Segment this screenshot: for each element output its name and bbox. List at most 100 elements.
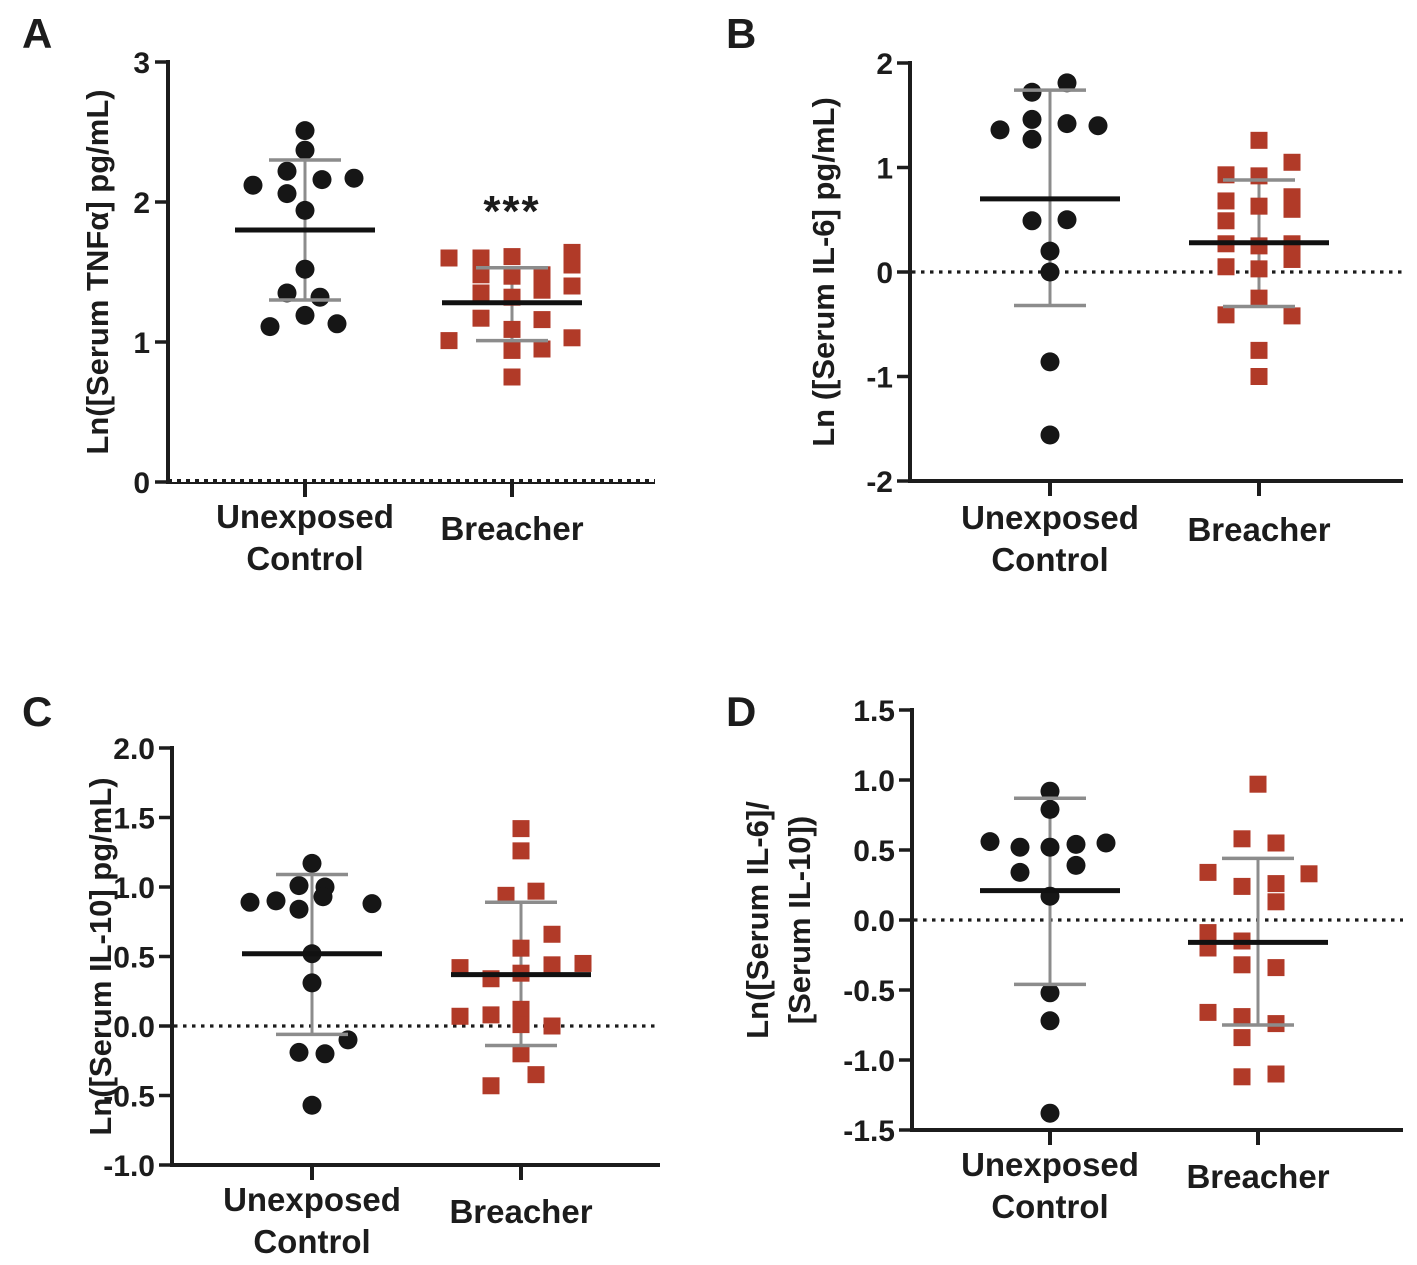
data-point: [543, 956, 561, 974]
data-point: [240, 892, 260, 912]
y-tick-label: 1.5: [853, 695, 895, 728]
y-tick-label: -1.0: [103, 1150, 155, 1183]
data-point: [1233, 1068, 1251, 1086]
data-point: [344, 168, 364, 188]
data-point: [482, 1077, 500, 1095]
category-label-unexposed-control: Control: [991, 1188, 1108, 1225]
data-point: [1267, 959, 1285, 977]
y-axis-title: [Serum IL-10]): [782, 816, 817, 1024]
category-label-unexposed-control: Unexposed: [961, 499, 1139, 536]
data-point: [266, 891, 286, 911]
data-point: [295, 305, 315, 325]
data-point: [1057, 210, 1077, 230]
data-point: [362, 894, 382, 914]
y-tick-label: 2: [133, 187, 150, 220]
y-tick-label: 2: [876, 48, 893, 81]
y-tick-label: 0.0: [853, 905, 895, 938]
data-point: [533, 340, 551, 358]
data-point: [295, 140, 315, 160]
data-point: [980, 832, 1000, 852]
data-point: [1250, 368, 1268, 385]
data-point: [440, 332, 458, 350]
y-tick-label: -1: [866, 362, 893, 395]
data-point: [472, 249, 490, 267]
data-point: [1040, 425, 1060, 445]
data-point: [1283, 250, 1301, 268]
data-point: [1199, 924, 1217, 942]
data-point: [482, 1006, 500, 1024]
data-point: [1040, 781, 1060, 801]
data-point: [543, 1017, 561, 1035]
data-point: [503, 248, 521, 266]
data-point: [512, 1000, 530, 1018]
data-point: [289, 876, 309, 896]
data-point: [277, 161, 297, 181]
panel-A: A Ln([Serum TNFα] pg/mL) 3 2 1 0 Unexposed Cont…: [22, 10, 655, 577]
data-point: [289, 899, 309, 919]
data-point: [1022, 129, 1042, 149]
data-point: [1040, 262, 1060, 282]
panel-letter: D: [726, 688, 756, 735]
data-point: [1199, 1003, 1217, 1021]
y-tick-label: -2: [866, 466, 893, 499]
data-point: [512, 820, 530, 838]
data-point: [1088, 116, 1108, 136]
data-point: [1250, 237, 1268, 255]
y-tick-label: 0: [876, 257, 893, 290]
data-point: [1040, 1011, 1060, 1031]
data-point: [313, 887, 333, 907]
data-point: [472, 284, 490, 302]
data-point: [1233, 1008, 1251, 1026]
data-point: [243, 175, 263, 195]
y-tick-label: 1: [876, 153, 893, 186]
data-point: [543, 925, 561, 943]
data-point: [1233, 830, 1251, 848]
data-point: [1022, 82, 1042, 102]
data-point: [1233, 1029, 1251, 1047]
data-point: [302, 973, 322, 993]
y-tick-label: 1.0: [113, 872, 155, 905]
data-point: [451, 959, 469, 977]
data-point: [1249, 775, 1267, 793]
data-point: [1250, 131, 1268, 149]
data-point: [1040, 983, 1060, 1003]
data-point: [990, 120, 1010, 140]
category-label-breacher: Breacher: [440, 510, 583, 547]
data-point: [503, 267, 521, 285]
y-tick-label: 1.5: [113, 803, 155, 836]
data-point: [1022, 109, 1042, 129]
data-point: [533, 311, 551, 329]
data-point: [1267, 834, 1285, 852]
data-point: [1250, 167, 1268, 185]
y-tick-label: -1.0: [843, 1045, 895, 1078]
data-point: [472, 309, 490, 327]
category-label-unexposed-control: Control: [246, 540, 363, 577]
data-point: [1022, 211, 1042, 231]
data-point: [1283, 307, 1301, 325]
data-point: [440, 249, 458, 267]
data-point: [1057, 73, 1077, 93]
data-point: [1217, 192, 1235, 210]
category-label-unexposed-control: Unexposed: [216, 498, 394, 535]
data-point: [1040, 799, 1060, 819]
data-point: [277, 184, 297, 204]
category-label-unexposed-control: Control: [991, 541, 1108, 578]
data-point: [1233, 956, 1251, 974]
data-point: [315, 1044, 335, 1064]
data-point: [527, 1066, 545, 1084]
y-tick-label: 0.5: [853, 835, 895, 868]
y-tick-label: 3: [133, 47, 150, 80]
y-tick-label: -0.5: [103, 1081, 155, 1114]
data-point: [563, 277, 581, 295]
data-point: [503, 320, 521, 338]
data-point: [512, 1016, 530, 1034]
data-point: [310, 287, 330, 307]
data-point: [472, 266, 490, 284]
y-axis-title: Ln ([Serum IL-6] pg/mL): [806, 97, 841, 447]
panel-letter: A: [22, 10, 52, 57]
data-point: [1217, 212, 1235, 230]
data-point: [1057, 114, 1077, 134]
data-point: [533, 266, 551, 284]
category-label-breacher: Breacher: [449, 1193, 592, 1230]
